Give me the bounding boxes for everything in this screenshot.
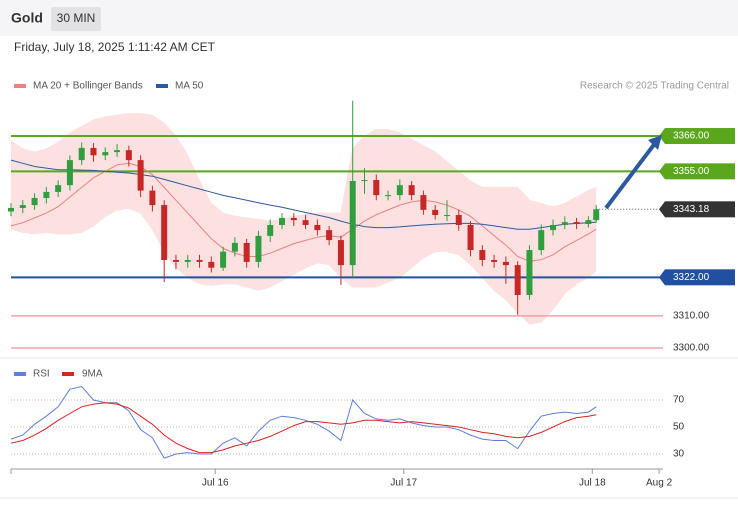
candle-body — [279, 217, 286, 225]
candle-body — [55, 185, 62, 192]
candle-body — [184, 259, 191, 262]
candle-body — [502, 261, 509, 266]
candle-body — [396, 185, 403, 196]
arrow-head — [648, 135, 662, 150]
candle-body — [573, 222, 580, 225]
bollinger-fill — [11, 113, 597, 324]
legend-label: 9MA — [82, 369, 103, 380]
legend-label: MA 20 + Bollinger Bands — [33, 81, 143, 92]
level-label: 3300.00 — [673, 343, 710, 354]
candle-body — [491, 259, 498, 262]
candle-body — [125, 150, 132, 161]
candle-body — [385, 195, 392, 197]
candle-body — [255, 235, 262, 262]
y-tick-label: 70 — [673, 395, 685, 406]
last-price-label: 3343.18 — [673, 204, 710, 215]
level-label-box — [665, 163, 735, 180]
candle-body — [102, 152, 109, 156]
candle-body — [361, 180, 368, 182]
last-price-pointer — [659, 201, 665, 218]
candle-body — [172, 259, 179, 262]
level-label-box — [665, 269, 735, 286]
last-price-box — [665, 201, 735, 218]
legend-label: RSI — [33, 369, 50, 380]
candle-body — [137, 160, 144, 191]
candle-body — [349, 180, 356, 266]
candle-body — [161, 205, 168, 260]
candle-body — [337, 240, 344, 266]
candle-body — [526, 250, 533, 295]
candle-body — [420, 195, 427, 210]
candle-body — [149, 190, 156, 206]
candle-body — [550, 224, 557, 231]
legend-label: MA 50 — [175, 81, 204, 92]
candle-body — [538, 230, 545, 251]
candle-body — [78, 147, 85, 161]
bollinger-lower — [10, 207, 597, 325]
candle-body — [231, 242, 238, 252]
legend-swatch — [14, 372, 26, 376]
candle-body — [585, 220, 592, 225]
legend-swatch — [62, 372, 74, 376]
level-label: 3310.00 — [673, 310, 710, 321]
candle-body — [593, 209, 600, 221]
candle-body — [208, 261, 215, 268]
header-bar — [0, 0, 738, 36]
level-label-box — [665, 128, 735, 145]
source-credit: Research © 2025 Trading Central — [580, 81, 729, 92]
candle-body — [66, 160, 73, 186]
candle-body — [302, 220, 309, 225]
x-tick-label: Aug 2 — [646, 478, 673, 489]
candle-body — [114, 150, 121, 153]
candle-body — [196, 259, 203, 262]
candle-body — [220, 251, 227, 268]
candle-body — [443, 215, 450, 217]
legend-swatch — [156, 84, 168, 88]
level-label: 3322.00 — [673, 272, 710, 283]
timestamp: Friday, July 18, 2025 1:11:42 AM CET — [14, 40, 216, 54]
symbol: Gold — [11, 10, 43, 26]
x-tick-label: Jul 17 — [390, 478, 417, 489]
level-label-pointer — [659, 128, 665, 145]
y-tick-label: 50 — [673, 422, 685, 433]
x-tick-label: Jul 18 — [579, 478, 606, 489]
level-label: 3355.00 — [673, 166, 710, 177]
candle-body — [43, 191, 50, 199]
ma20-line — [10, 162, 597, 262]
candle-body — [373, 180, 380, 196]
candle-body — [267, 224, 274, 236]
candle-body — [31, 198, 38, 206]
interval: 30 MIN — [57, 11, 96, 25]
level-label-pointer — [659, 269, 665, 286]
candle-body — [314, 224, 321, 231]
candle-body — [432, 209, 439, 216]
bollinger-upper — [10, 113, 597, 222]
candle-body — [243, 242, 250, 262]
candle-body — [90, 147, 97, 156]
candle-body — [467, 224, 474, 251]
y-tick-label: 30 — [673, 449, 685, 460]
candle-body — [8, 207, 14, 212]
candle-body — [561, 222, 568, 225]
ma50-line — [10, 159, 597, 230]
candle-body — [455, 215, 462, 225]
candle-body — [290, 217, 297, 221]
legend-swatch — [14, 84, 26, 88]
candle-body — [408, 185, 415, 196]
level-label-pointer — [659, 163, 665, 180]
candle-body — [479, 250, 486, 260]
forecast-arrow — [604, 140, 658, 210]
candle-body — [514, 265, 521, 295]
candle-body — [326, 230, 333, 241]
interval-box — [51, 7, 101, 31]
level-label: 3366.00 — [673, 131, 710, 142]
x-tick-label: Jul 16 — [202, 478, 229, 489]
rsi-ma-line — [10, 402, 597, 454]
candle-body — [19, 205, 26, 208]
